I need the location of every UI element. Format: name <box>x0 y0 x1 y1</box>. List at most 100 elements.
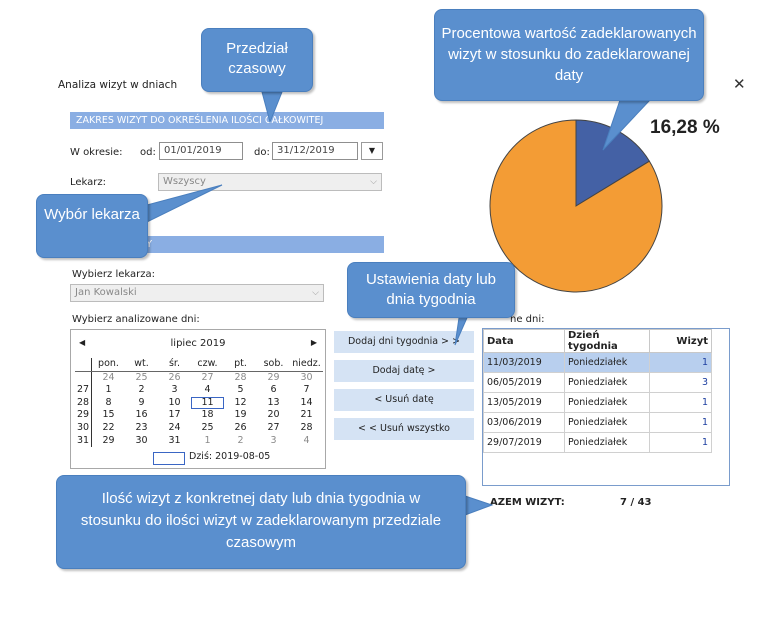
calendar-week-header <box>75 358 92 372</box>
calendar-day[interactable]: 4 <box>204 384 211 396</box>
calendar-day[interactable]: 29 <box>102 434 115 446</box>
calendar-week-number: 27 <box>75 384 92 397</box>
callout-visits: Ilość wizyt z konkretnej daty lub dnia t… <box>56 475 466 569</box>
calendar-day[interactable]: 2 <box>237 434 244 446</box>
selected-days-label: ne dni: <box>510 314 545 325</box>
add-date-button[interactable]: Dodaj datę > <box>334 360 474 382</box>
section-header-range: ZAKRES WIZYT DO OKREŚLENIA ILOŚCI CAŁKOW… <box>70 112 384 129</box>
calendar-day[interactable]: 16 <box>135 409 148 421</box>
add-weekdays-button[interactable]: Dodaj dni tygodnia > > <box>334 331 474 353</box>
calendar-day[interactable]: 28 <box>234 371 247 383</box>
callout-percent: Procentowa wartość zadeklarowanych wizyt… <box>434 9 704 101</box>
calendar-day[interactable]: 15 <box>102 409 115 421</box>
calendar-day[interactable]: 24 <box>168 421 181 433</box>
calendar-day[interactable]: 26 <box>234 421 247 433</box>
calendar-week-number: 28 <box>75 396 92 410</box>
table-row[interactable]: 03/06/2019 Poniedziałek 1 <box>483 412 712 433</box>
col-header-date[interactable]: Data <box>483 329 565 353</box>
calendar-day[interactable]: 23 <box>135 421 148 433</box>
calendar-day[interactable]: 25 <box>201 421 214 433</box>
table-row[interactable]: 13/05/2019 Poniedziałek 1 <box>483 392 712 413</box>
grid-cell-day: Poniedziałek <box>564 352 650 373</box>
triangle-left-icon[interactable]: ◀ <box>79 338 86 347</box>
calendar-weekday: niedz. <box>290 358 323 372</box>
percent-label: 16,28 % <box>650 117 720 138</box>
calendar-day[interactable]: 25 <box>135 371 148 383</box>
calendar-day[interactable]: 22 <box>102 421 115 433</box>
remove-all-button[interactable]: < < Usuń wszystko <box>334 418 474 440</box>
pie-slice-1 <box>489 119 663 293</box>
choose-doctor-value: Jan Kowalski <box>75 287 137 298</box>
col-header-visits[interactable]: Wizyt <box>649 329 712 353</box>
calendar-day[interactable]: 11 <box>191 396 224 410</box>
choose-doctor-select[interactable]: Jan Kowalski ⌵ <box>70 284 324 302</box>
chevron-down-icon: ⌵ <box>370 177 377 187</box>
calendar-day[interactable]: 8 <box>105 396 112 408</box>
calendar-day[interactable]: 5 <box>237 384 244 396</box>
table-row[interactable]: 11/03/2019 Poniedziałek 1 <box>483 352 712 373</box>
calendar-day[interactable]: 1 <box>204 434 211 446</box>
close-icon[interactable]: ✕ <box>733 75 746 93</box>
calendar-grid: pon. wt. śr. czw. pt. sob. niedz. 24 25 26 27 28 29 3… <box>75 358 323 448</box>
calendar-day[interactable]: 30 <box>135 434 148 446</box>
from-label: od: <box>140 147 156 158</box>
calendar-day[interactable]: 1 <box>105 384 112 396</box>
grid-cell-date: 03/06/2019 <box>483 412 565 433</box>
calendar-day[interactable]: 31 <box>168 434 181 446</box>
choose-days-label: Wybierz analizowane dni: <box>72 314 200 325</box>
calendar-day[interactable]: 6 <box>270 384 277 396</box>
grid-cell-date: 06/05/2019 <box>483 372 565 393</box>
calendar-day[interactable]: 12 <box>234 396 247 408</box>
calendar-day[interactable]: 10 <box>168 396 181 408</box>
remove-date-button[interactable]: < Usuń datę <box>334 389 474 411</box>
calendar-day[interactable]: 3 <box>270 434 277 446</box>
calendar-weekday: czw. <box>191 358 224 372</box>
calendar-day[interactable]: 18 <box>201 409 214 421</box>
calendar-day[interactable]: 29 <box>267 371 280 383</box>
triangle-right-icon[interactable]: ▶ <box>310 338 317 347</box>
summary-label: AZEM WIZYT: <box>490 497 565 508</box>
calendar-day[interactable]: 28 <box>300 421 313 433</box>
grid-cell-visits: 1 <box>649 432 712 453</box>
today-marker <box>153 452 185 465</box>
callout-pointer-visits <box>464 495 494 516</box>
calendar-week-number: 30 <box>75 421 92 435</box>
visits-grid: Data Dzień tygodnia Wizyt 11/03/2019 Poni… <box>482 328 730 486</box>
calendar-day[interactable]: 13 <box>267 396 280 408</box>
calendar-day[interactable]: 27 <box>267 421 280 433</box>
calendar-day[interactable]: 30 <box>300 371 313 383</box>
date-dropdown-button[interactable]: ▼ <box>361 142 383 160</box>
grid-cell-visits: 1 <box>649 392 712 413</box>
doctor-select[interactable]: Wszyscy ⌵ <box>158 173 382 191</box>
summary-value: 7 / 43 <box>620 497 652 508</box>
calendar-day[interactable]: 14 <box>300 396 313 408</box>
calendar-day[interactable]: 19 <box>234 409 247 421</box>
calendar-week-number: 31 <box>75 434 92 448</box>
from-date-input[interactable]: 01/01/2019 <box>159 142 243 160</box>
calendar-day[interactable]: 2 <box>138 384 145 396</box>
today-label[interactable]: Dziś: 2019-08-05 <box>189 451 271 462</box>
calendar-month[interactable]: lipiec 2019 <box>170 338 226 349</box>
grid-cell-visits: 1 <box>649 352 712 373</box>
calendar-day[interactable]: 26 <box>168 371 181 383</box>
grid-cell-day: Poniedziałek <box>564 432 650 453</box>
calendar-day[interactable]: 9 <box>138 396 145 408</box>
calendar-weekday: wt. <box>125 358 158 372</box>
calendar-day[interactable]: 7 <box>303 384 310 396</box>
grid-cell-date: 11/03/2019 <box>483 352 565 373</box>
grid-cell-date: 13/05/2019 <box>483 392 565 413</box>
calendar-day[interactable]: 21 <box>300 409 313 421</box>
calendar-day[interactable]: 20 <box>267 409 280 421</box>
col-header-day[interactable]: Dzień tygodnia <box>564 329 650 353</box>
calendar-week-number <box>75 371 92 385</box>
table-row[interactable]: 06/05/2019 Poniedziałek 3 <box>483 372 712 393</box>
calendar-day[interactable]: 27 <box>201 371 214 383</box>
calendar-day[interactable]: 4 <box>303 434 310 446</box>
to-date-input[interactable]: 31/12/2019 <box>272 142 358 160</box>
calendar-day[interactable]: 17 <box>168 409 181 421</box>
calendar-day[interactable]: 3 <box>171 384 178 396</box>
calendar-day[interactable]: 24 <box>102 371 115 383</box>
table-row[interactable]: 29/07/2019 Poniedziałek 1 <box>483 432 712 453</box>
to-label: do: <box>254 147 270 158</box>
section-header-days: Y <box>70 236 384 253</box>
